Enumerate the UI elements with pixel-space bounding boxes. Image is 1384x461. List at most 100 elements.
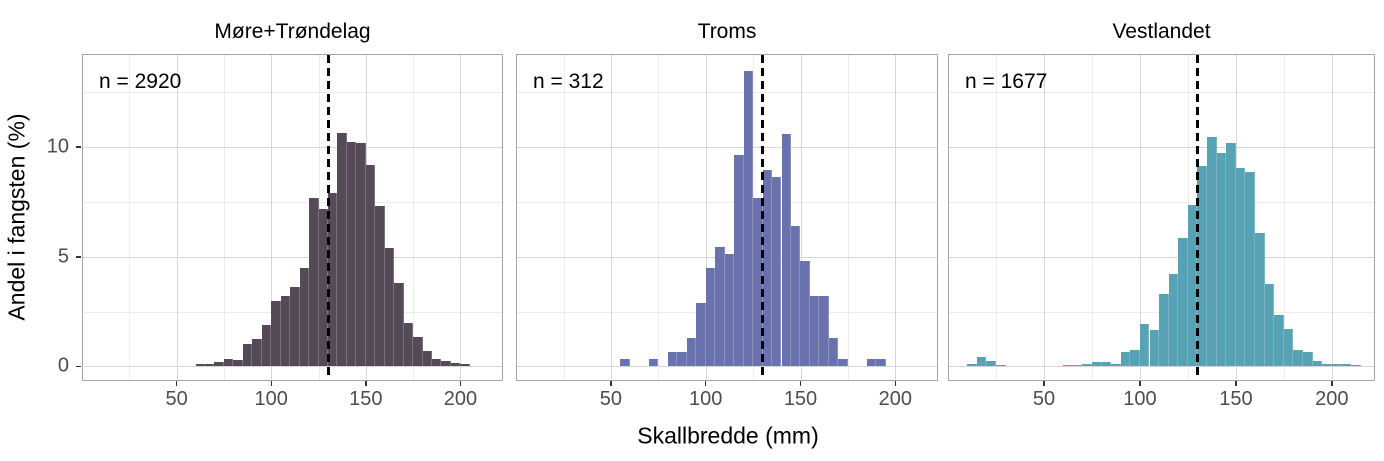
x-tick-label: 150	[349, 388, 383, 410]
histogram-bar	[432, 358, 442, 367]
n-annotation: n = 1677	[965, 70, 1048, 93]
histogram-bar	[356, 142, 366, 367]
histogram-bar	[696, 303, 706, 367]
histogram-bar	[677, 352, 687, 367]
gridline-major-y	[83, 147, 502, 149]
histogram-bar	[394, 283, 404, 367]
histogram-bar	[1322, 363, 1332, 367]
x-axis-tick	[704, 381, 707, 386]
histogram-bar	[1245, 172, 1256, 367]
gridline-major-y	[83, 366, 502, 368]
histogram-bar	[384, 247, 395, 367]
gridline-major-y	[949, 147, 1374, 149]
x-tick-label: 150	[1219, 388, 1253, 410]
gridline-minor-x	[223, 55, 225, 380]
gridline-major-x	[895, 55, 897, 380]
histogram-bar	[1063, 365, 1073, 367]
histogram-bar	[1187, 205, 1198, 367]
histogram-bar	[280, 296, 291, 367]
histogram-bar	[986, 361, 996, 367]
x-tick-label: 200	[878, 388, 912, 410]
x-axis-tick	[270, 381, 272, 386]
x-tick-label: 50	[165, 388, 188, 410]
histogram-bar	[1082, 363, 1092, 367]
gridline-minor-y	[949, 201, 1374, 203]
histogram-bar	[743, 71, 754, 367]
gridline-minor-y	[517, 92, 937, 94]
histogram-bar	[753, 197, 763, 367]
histogram-bar	[1226, 142, 1236, 367]
histogram-bar	[1149, 330, 1160, 367]
gridline-minor-y	[517, 201, 937, 203]
histogram-bar	[337, 132, 347, 367]
histogram-bar	[365, 164, 376, 367]
histogram-bar	[705, 267, 716, 367]
histogram-bar	[1303, 352, 1313, 367]
histogram-bar	[800, 260, 810, 367]
histogram-bar	[450, 363, 461, 367]
gridline-major-y	[83, 256, 502, 258]
x-axis-tick	[1331, 381, 1333, 386]
gridline-minor-y	[83, 92, 502, 94]
gridline-minor-y	[949, 92, 1374, 94]
histogram-bar	[318, 208, 328, 367]
x-tick-label: 100	[1123, 388, 1157, 410]
histogram-bar	[309, 197, 319, 367]
histogram-bar	[762, 169, 773, 367]
facet-panel: n = 2920	[82, 54, 503, 381]
facet-panel: n = 1677	[948, 54, 1375, 381]
gridline-minor-x	[847, 55, 849, 380]
facet-panel: n = 312	[516, 54, 938, 381]
x-axis-tick	[365, 381, 367, 386]
histogram-bar	[1130, 349, 1140, 367]
histogram-bar	[1111, 363, 1121, 367]
gridline-major-y	[517, 366, 937, 368]
gridline-major-y	[517, 147, 937, 149]
histogram-bar	[242, 344, 253, 367]
histogram-bar	[1159, 294, 1169, 367]
y-tick-label: 5	[57, 245, 69, 268]
n-annotation: n = 312	[533, 70, 604, 93]
histogram-bar	[866, 359, 877, 367]
x-axis-tick	[610, 381, 612, 386]
histogram-bar	[1331, 364, 1342, 367]
facet-title: Møre+Trøndelag	[214, 20, 371, 43]
histogram-bar	[996, 365, 1006, 367]
histogram-bar	[648, 359, 659, 367]
histogram-bar	[1072, 365, 1083, 367]
gridline-major-x	[460, 55, 462, 380]
histogram-bar	[1350, 365, 1361, 367]
x-axis-title: Skallbredde (mm)	[637, 422, 819, 449]
histogram-bar	[715, 246, 725, 367]
histogram-bar	[261, 324, 272, 367]
x-axis-tick	[894, 381, 896, 386]
histogram-bar	[686, 338, 697, 367]
histogram-bar	[290, 287, 300, 367]
histogram-bar	[1293, 349, 1303, 367]
histogram-bar	[1216, 152, 1227, 367]
reference-dashed-line	[326, 55, 330, 380]
gridline-major-x	[610, 55, 612, 380]
histogram-bar	[976, 357, 987, 367]
histogram-bar	[1197, 165, 1208, 367]
histogram-bar	[214, 362, 224, 367]
histogram-bar	[233, 359, 243, 367]
x-axis-tick	[175, 381, 178, 386]
histogram-bar	[876, 359, 886, 367]
facet-title: Troms	[697, 20, 757, 43]
histogram-bar	[252, 338, 262, 367]
gridline-major-x	[176, 55, 178, 380]
gridline-major-x	[705, 55, 707, 380]
histogram-bar	[327, 193, 338, 367]
histogram-bar	[819, 296, 829, 367]
histogram-bar	[223, 358, 234, 367]
histogram-bar	[1264, 284, 1275, 367]
x-axis-tick	[1139, 381, 1141, 386]
y-axis-tick	[76, 146, 81, 148]
gridline-minor-x	[1091, 55, 1093, 380]
n-annotation: n = 2920	[99, 70, 182, 93]
histogram-bar	[809, 296, 820, 367]
x-tick-label: 200	[443, 388, 478, 410]
histogram-bar	[271, 300, 281, 367]
